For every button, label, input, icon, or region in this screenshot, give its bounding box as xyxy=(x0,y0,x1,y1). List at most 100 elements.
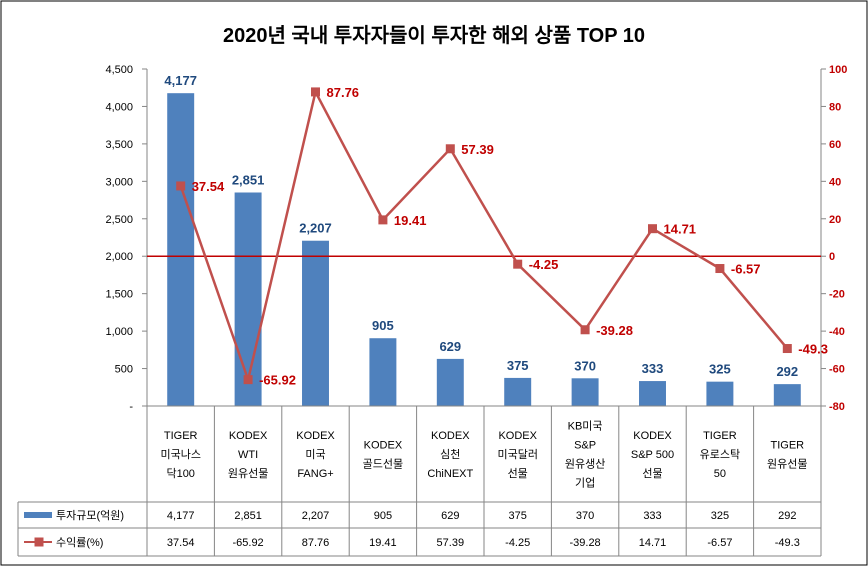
y-right-tick-label: 40 xyxy=(829,176,841,188)
category-label: 선물 xyxy=(508,467,528,480)
line-data-label: -49.3 xyxy=(798,342,828,357)
table-cell: 370 xyxy=(576,510,594,522)
bar-data-label: 333 xyxy=(642,361,664,376)
table-cell: 375 xyxy=(509,510,527,522)
y-left-tick-label: 3,500 xyxy=(105,139,133,151)
category-label: FANG+ xyxy=(297,468,333,480)
table-cell: -39.28 xyxy=(569,537,600,549)
bar xyxy=(234,192,262,406)
y-right-tick-label: -40 xyxy=(829,326,845,338)
table-cell: -49.3 xyxy=(775,537,800,549)
legend-label: 수익률(%) xyxy=(56,536,103,549)
category-label: 미국 xyxy=(305,448,325,461)
line-marker xyxy=(715,264,725,274)
table-cell: 87.76 xyxy=(302,537,330,549)
line-data-label: 57.39 xyxy=(461,142,494,157)
y-left-tick-label: 500 xyxy=(115,364,133,376)
bar-data-label: 292 xyxy=(776,364,798,379)
line-marker xyxy=(176,181,186,191)
bar xyxy=(773,384,801,406)
category-label: 미국달러 xyxy=(497,448,537,461)
line-data-label: 37.54 xyxy=(192,179,225,194)
y-right-tick-label: 20 xyxy=(829,214,841,226)
table-cell: 57.39 xyxy=(437,537,465,549)
return-line xyxy=(179,88,789,385)
table-cell: -4.25 xyxy=(505,537,530,549)
category-label: KODEX xyxy=(431,430,470,442)
line-data-label: -4.25 xyxy=(529,257,559,272)
line-data-label: 87.76 xyxy=(327,85,360,100)
y-right-tick-label: 0 xyxy=(829,251,835,263)
bar xyxy=(639,381,666,406)
category-label: KODEX xyxy=(296,430,335,442)
category-label: TIGER xyxy=(164,430,198,442)
y-left-tick-label: 2,500 xyxy=(105,214,133,226)
category-label: 골드선물 xyxy=(363,458,403,471)
line-marker xyxy=(378,215,388,225)
y-right-tick-label: 80 xyxy=(829,101,841,113)
bar xyxy=(571,378,599,406)
category-label: 유로스탁 xyxy=(700,448,740,461)
legend-line-marker xyxy=(34,537,44,547)
bar-data-label: 375 xyxy=(507,358,529,373)
bar xyxy=(369,338,397,406)
category-label: KODEX xyxy=(364,440,403,452)
y-left-tick-label: 1,000 xyxy=(105,326,133,338)
line-marker xyxy=(580,325,590,335)
category-label: TIGER xyxy=(770,440,804,452)
category-label: KODEX xyxy=(229,430,268,442)
line-marker xyxy=(243,375,253,385)
category-label: S&P xyxy=(574,440,596,452)
category-label: TIGER xyxy=(703,430,737,442)
table-cell: 905 xyxy=(374,510,392,522)
chart-title: 2020년 국내 투자자들이 투자한 해외 상품 TOP 10 xyxy=(223,24,645,47)
bar-data-label: 4,177 xyxy=(164,73,197,88)
table-cell: -6.57 xyxy=(707,537,732,549)
table-cell: 19.41 xyxy=(369,537,397,549)
bar xyxy=(706,381,734,406)
bar xyxy=(167,93,195,406)
bar xyxy=(504,377,532,406)
y-left-tick-label: - xyxy=(129,401,133,413)
category-label: KODEX xyxy=(633,430,672,442)
line-data-label: 14.71 xyxy=(664,222,697,237)
bar-data-label: 905 xyxy=(372,318,394,333)
y-left-tick-label: 4,500 xyxy=(105,64,133,76)
category-label: 닥100 xyxy=(166,467,194,480)
table-cell: 2,851 xyxy=(234,510,262,522)
table-cell: 629 xyxy=(441,510,459,522)
y-right-tick-label: -80 xyxy=(829,401,845,413)
y-right-tick-label: 60 xyxy=(829,139,841,151)
bar-data-label: 2,851 xyxy=(232,172,265,187)
category-label: S&P 500 xyxy=(631,449,674,461)
table-cell: 333 xyxy=(643,510,661,522)
y-left-tick-label: 2,000 xyxy=(105,251,133,263)
bar-data-label: 2,207 xyxy=(299,221,332,236)
category-label: 기업 xyxy=(575,477,595,490)
table-cell: 2,207 xyxy=(302,510,330,522)
line-marker xyxy=(445,144,455,154)
table-cell: 325 xyxy=(711,510,729,522)
y-left-tick-label: 3,000 xyxy=(105,176,133,188)
line-marker xyxy=(648,224,657,234)
table-cell: 292 xyxy=(778,510,796,522)
y-right-tick-label: 100 xyxy=(829,64,847,76)
category-label: KB미국 xyxy=(568,420,603,433)
line-data-label: -6.57 xyxy=(731,262,761,277)
y-right-tick-label: -60 xyxy=(829,364,845,376)
table-cell: 37.54 xyxy=(167,537,195,549)
y-left-tick-label: 1,500 xyxy=(105,289,133,301)
table-cell: -65.92 xyxy=(232,537,263,549)
line-data-label: 19.41 xyxy=(394,213,427,228)
line-marker xyxy=(311,87,320,97)
legend-label: 투자규모(억원) xyxy=(56,509,124,522)
legend-bar-swatch xyxy=(24,512,52,518)
category-label: WTI xyxy=(238,449,258,461)
line-marker xyxy=(782,344,792,354)
category-label: 심천 xyxy=(440,447,460,461)
category-label: KODEX xyxy=(498,430,537,442)
category-label: 원유선물 xyxy=(767,458,807,471)
